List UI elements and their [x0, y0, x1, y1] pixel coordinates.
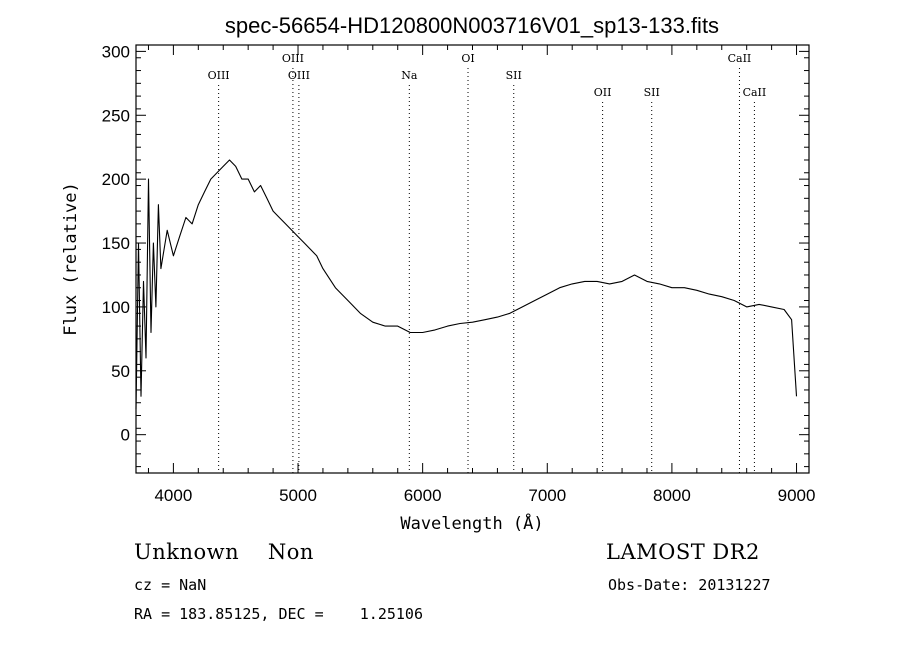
y-tick-label: 50 [111, 362, 130, 381]
x-tick-label: 7000 [528, 486, 566, 505]
x-tick-label: 8000 [653, 486, 691, 505]
redshift-label: cz = NaN [134, 576, 207, 594]
object-class-label: Unknown Non [134, 540, 314, 564]
spectral-line-label: SII [644, 86, 660, 99]
spectrum-line [135, 159, 798, 410]
y-tick-label: 200 [102, 170, 130, 189]
plot-frame [135, 44, 810, 474]
y-axis-label: Flux (relative) [61, 182, 81, 336]
spectral-line-label: OI [461, 52, 474, 65]
x-tick-label: 9000 [778, 486, 816, 505]
coordinates-label: RA = 183.85125, DEC = 1.25106 [134, 605, 423, 623]
x-tick-label: 5000 [279, 486, 317, 505]
y-tick-label: 300 [102, 42, 130, 61]
spectral-line-label: OIII [288, 69, 310, 82]
spectral-line-label: CaII [743, 86, 767, 99]
x-tick-label: 6000 [404, 486, 442, 505]
spectral-line-label: OIII [208, 69, 230, 82]
spectral-line-label: SII [506, 69, 522, 82]
spectral-line-label: OIII [282, 52, 304, 65]
survey-label: LAMOST DR2 [606, 540, 760, 564]
spectral-line-label: OII [594, 86, 612, 99]
y-tick-label: 250 [102, 106, 130, 125]
x-tick-label: 4000 [154, 486, 192, 505]
y-tick-label: 0 [121, 426, 130, 445]
obs-date-label: Obs-Date: 20131227 [608, 576, 771, 594]
x-axis: 4000 5000 6000 7000 8000 9000 [147, 45, 816, 505]
y-tick-label: 100 [102, 298, 130, 317]
spectral-line-label: CaII [728, 52, 752, 65]
x-axis-label: Wavelength (Å) [400, 512, 543, 534]
spectral-line-markers: OIII OIII OIII Na OI SII OII SII CaII CaII [208, 52, 767, 473]
y-axis: 0 50 100 150 200 250 300 [102, 42, 809, 468]
spectral-line-label: Na [401, 69, 418, 82]
y-tick-label: 150 [102, 234, 130, 253]
chart-title: spec-56654-HD120800N003716V01_sp13-133.f… [225, 13, 719, 38]
